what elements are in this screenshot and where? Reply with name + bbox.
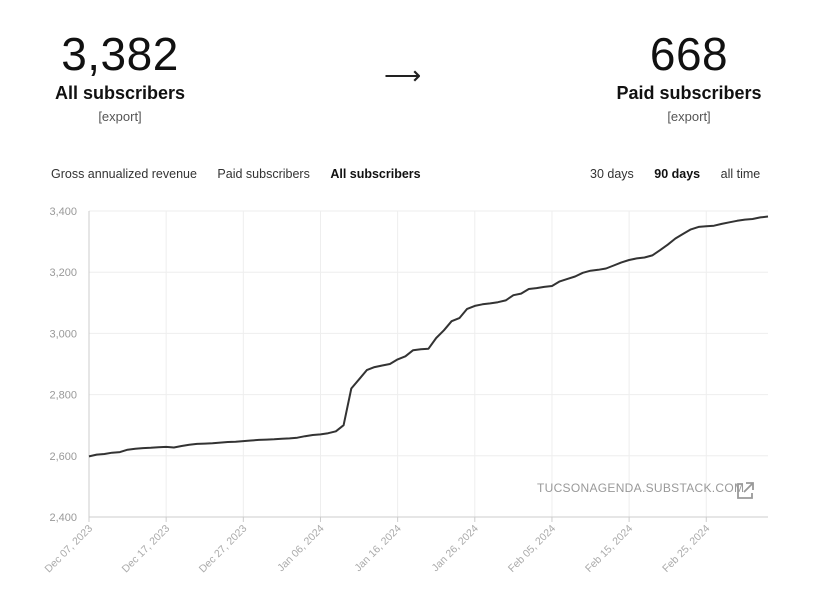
y-axis: 2,400 2,600 2,800 3,000 3,200 3,400 bbox=[49, 206, 90, 524]
y-tick-label: 2,400 bbox=[49, 512, 77, 524]
all-subscribers-export-link[interactable]: [export] bbox=[98, 109, 142, 124]
tab-30-days[interactable]: 30 days bbox=[590, 167, 634, 181]
paid-subscribers-export-link[interactable]: [export] bbox=[667, 109, 711, 124]
y-tick-label: 2,800 bbox=[49, 390, 77, 402]
chart-grid bbox=[88, 210, 768, 518]
x-tick-label: Dec 07, 2023 bbox=[42, 523, 95, 576]
all-subscribers-summary: 3,382 All subscribers [export] bbox=[0, 28, 240, 124]
x-tick-label: Feb 15, 2024 bbox=[583, 523, 635, 575]
x-axis: Dec 07, 2023 Dec 17, 2023 Dec 27, 2023 Jan … bbox=[42, 516, 768, 576]
substack-watermark-link[interactable]: TUCSONAGENDA.SUBSTACK.COM bbox=[537, 481, 745, 495]
paid-subscribers-count: 668 bbox=[649, 28, 729, 80]
x-tick-label: Dec 17, 2023 bbox=[120, 523, 173, 576]
x-tick-label: Feb 05, 2024 bbox=[506, 523, 558, 575]
all-subscribers-label: All subscribers bbox=[54, 83, 186, 103]
x-tick-label: Jan 26, 2024 bbox=[429, 523, 481, 575]
tab-paid-subscribers[interactable]: Paid subscribers bbox=[217, 167, 310, 181]
x-tick-label: Dec 27, 2023 bbox=[197, 523, 250, 576]
y-tick-label: 3,200 bbox=[49, 267, 77, 279]
range-tabs: 30 days 90 days all time bbox=[590, 167, 777, 181]
y-tick-label: 2,600 bbox=[49, 451, 77, 463]
arrow-right-icon: ⟶ bbox=[384, 60, 422, 90]
x-tick-label: Jan 16, 2024 bbox=[352, 523, 404, 575]
paid-subscribers-label: Paid subscribers bbox=[616, 83, 762, 103]
x-tick-label: Feb 25, 2024 bbox=[660, 523, 712, 575]
tab-gross-annualized-revenue[interactable]: Gross annualized revenue bbox=[51, 167, 197, 181]
tab-all-time[interactable]: all time bbox=[720, 167, 761, 181]
tab-90-days[interactable]: 90 days bbox=[654, 167, 701, 181]
external-link-icon[interactable] bbox=[735, 481, 755, 501]
y-tick-label: 3,400 bbox=[49, 206, 77, 218]
y-tick-label: 3,000 bbox=[49, 328, 77, 340]
x-tick-label: Jan 06, 2024 bbox=[275, 523, 327, 575]
subscribers-line bbox=[88, 215, 769, 458]
all-subscribers-count: 3,382 bbox=[61, 28, 179, 80]
tab-all-subscribers[interactable]: All subscribers bbox=[330, 167, 421, 181]
metric-tabs: Gross annualized revenue Paid subscriber… bbox=[51, 167, 438, 181]
subscribers-chart: 2,400 2,600 2,800 3,000 3,200 3,400 Dec 07, 2… bbox=[42, 206, 769, 576]
paid-subscribers-summary: 668 Paid subscribers [export] bbox=[569, 28, 809, 124]
